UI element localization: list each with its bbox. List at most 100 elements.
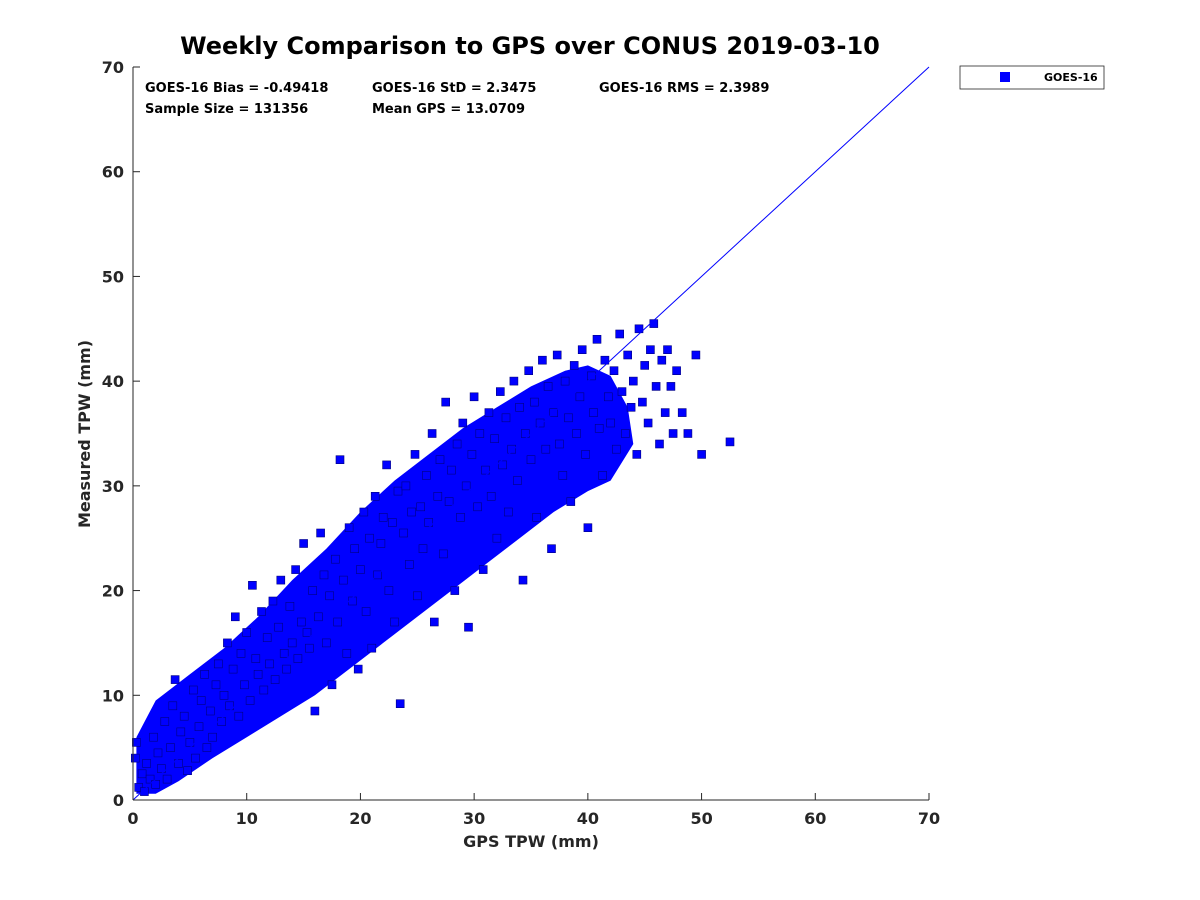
scatter-point [287, 638, 297, 648]
scatter-point [598, 471, 607, 480]
legend-marker-square [1000, 72, 1010, 82]
scatter-point [691, 350, 701, 360]
scatter-point [566, 497, 576, 506]
stat-bias: GOES-16 Bias = -0.49418 [145, 81, 328, 96]
scatter-point [617, 387, 627, 396]
scatter-point [478, 565, 488, 574]
one-to-one-line [132, 66, 930, 801]
scatter-point [140, 787, 149, 796]
scatter-point [365, 533, 374, 543]
scatter-point [285, 601, 295, 611]
scatter-point [600, 355, 610, 365]
scatter-point [404, 560, 414, 569]
scatter-point [253, 669, 263, 679]
scatter-point [498, 460, 507, 470]
scatter-point [532, 512, 542, 522]
scatter-point [214, 659, 223, 669]
scatter-point [183, 766, 192, 776]
scatter-point [304, 643, 314, 653]
scatter-point [668, 429, 678, 438]
scatter-point [461, 481, 471, 491]
scatter-point [202, 743, 212, 752]
scatter-point [174, 759, 183, 768]
scatter-point [160, 717, 170, 726]
scatter-point [270, 675, 280, 684]
scatter-point [666, 382, 676, 391]
scatter-point [520, 429, 530, 438]
scatter-point [251, 654, 261, 663]
scatter-point [376, 539, 386, 548]
scatter-point [387, 518, 397, 527]
scatter-point [569, 361, 579, 370]
scatter-point [683, 429, 693, 438]
scatter-point [268, 596, 278, 606]
scatter-point [518, 575, 528, 585]
scatter-point [634, 324, 644, 334]
scatter-point [484, 408, 494, 417]
scatter-point [149, 732, 158, 742]
scatter-point [245, 696, 255, 705]
scatter-point [142, 759, 151, 768]
scatter-point [643, 418, 653, 428]
scatter-point [395, 699, 405, 709]
scatter-point [606, 418, 615, 428]
stat-sample-size: Sample Size = 131356 [145, 102, 308, 117]
scatter-point [467, 450, 477, 459]
scatter-point [166, 743, 175, 752]
x-ticks: 0 10 20 30 40 50 60 70 [127, 793, 940, 828]
scatter-point [547, 544, 556, 554]
scatter-point [646, 345, 655, 355]
scatter-point [422, 471, 431, 480]
scatter-point [157, 764, 166, 773]
scatter-point [583, 523, 593, 533]
scatter-point [515, 402, 524, 412]
scatter-point [560, 376, 570, 386]
scatter-point [513, 476, 522, 485]
scatter-point [416, 502, 426, 512]
scatter-point [507, 444, 517, 454]
scatter-point [248, 580, 257, 590]
scatter-point [200, 669, 209, 679]
scatter-point [342, 649, 352, 658]
scatter-point [356, 565, 365, 574]
scatter-point [344, 523, 354, 533]
scatter-point [552, 350, 562, 360]
scatter-point [526, 455, 536, 465]
scatter-point [638, 397, 647, 407]
scatter-point [615, 329, 625, 339]
scatter-point [495, 387, 505, 396]
scatter-point [350, 544, 360, 554]
scatter-point [441, 397, 451, 407]
scatter-point [367, 643, 377, 653]
stat-std: GOES-16 StD = 2.3475 [372, 81, 536, 96]
scatter-point [359, 507, 369, 517]
scatter-point [651, 382, 661, 391]
scatter-point [530, 397, 539, 407]
x-tick-label: 30 [463, 809, 485, 828]
scatter-point [339, 575, 348, 585]
chart-title: Weekly Comparison to GPS over CONUS 2019… [180, 32, 880, 60]
scatter-point [609, 366, 619, 376]
scatter-point [592, 334, 602, 344]
scatter-point [558, 471, 568, 480]
x-tick-label: 0 [127, 809, 138, 828]
scatter-point [475, 429, 485, 438]
scatter-point [611, 444, 621, 454]
scatter-point [132, 738, 141, 747]
scatter-point [325, 591, 335, 601]
scatter-point [179, 711, 189, 721]
scatter-point [444, 497, 454, 506]
scatter-point [153, 748, 163, 758]
scatter-point [450, 586, 460, 595]
scatter-point [572, 429, 581, 438]
scatter-point [492, 533, 502, 543]
y-tick-label: 60 [102, 163, 124, 182]
scatter-point [418, 544, 428, 554]
scatter-point [151, 779, 160, 789]
scatter-point [427, 429, 437, 438]
y-tick-label: 50 [102, 267, 124, 286]
scatter-point [240, 680, 249, 690]
scatter-point [265, 659, 274, 669]
scatter-point [628, 376, 638, 386]
